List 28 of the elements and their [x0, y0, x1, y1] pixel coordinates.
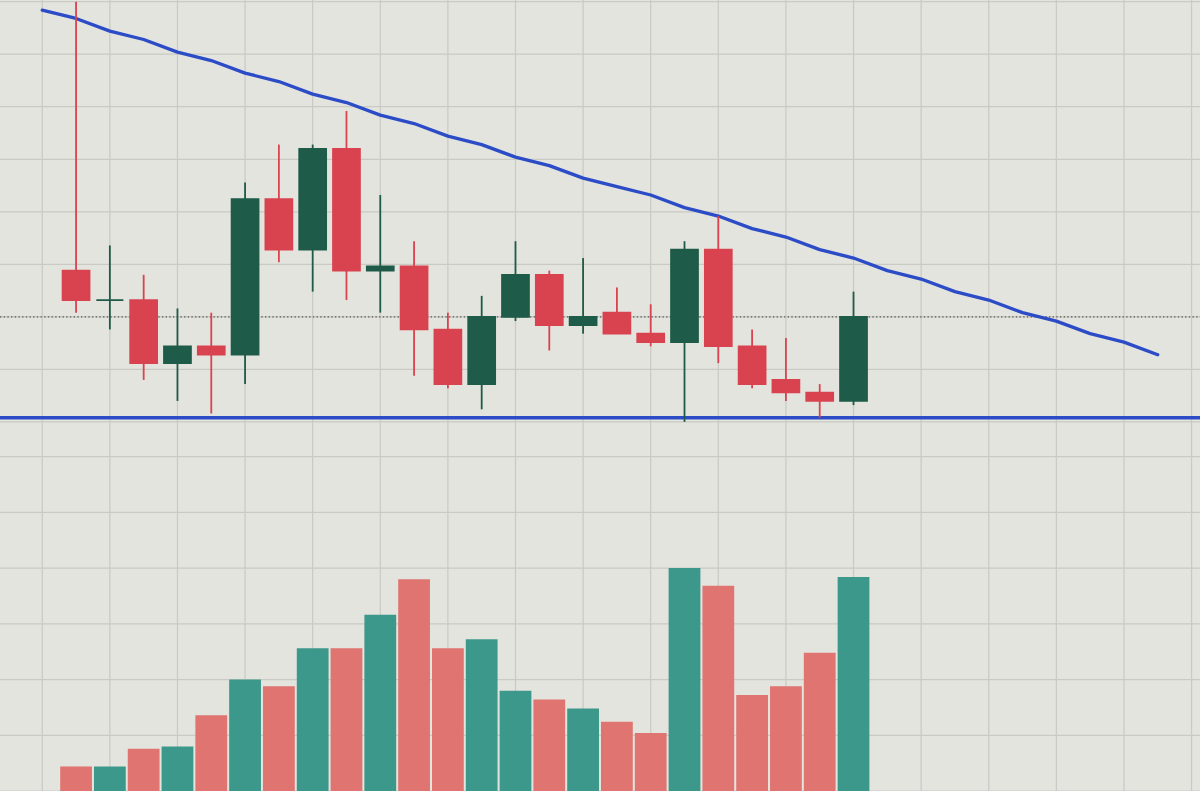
candlestick	[568, 257, 598, 335]
bar	[229, 679, 261, 791]
bar	[364, 614, 397, 791]
bar	[93, 766, 126, 791]
bar	[736, 695, 768, 791]
bar	[262, 686, 295, 791]
bar	[432, 648, 464, 791]
bar	[770, 686, 802, 791]
candlestick	[61, 0, 91, 314]
candlestick	[196, 311, 226, 415]
bar	[499, 690, 532, 791]
bar	[803, 652, 836, 791]
bar	[330, 648, 363, 791]
candlestick	[95, 244, 125, 331]
bar	[702, 585, 735, 791]
bar	[398, 579, 430, 791]
bar	[127, 748, 160, 791]
bar	[634, 733, 667, 791]
bar	[60, 766, 92, 791]
bar	[668, 568, 701, 791]
bar	[601, 721, 633, 791]
bar	[567, 708, 599, 791]
bar	[533, 699, 566, 791]
bar	[195, 715, 228, 791]
bar	[161, 746, 194, 791]
bar	[837, 576, 870, 791]
bar	[465, 639, 498, 791]
bar	[296, 648, 329, 791]
